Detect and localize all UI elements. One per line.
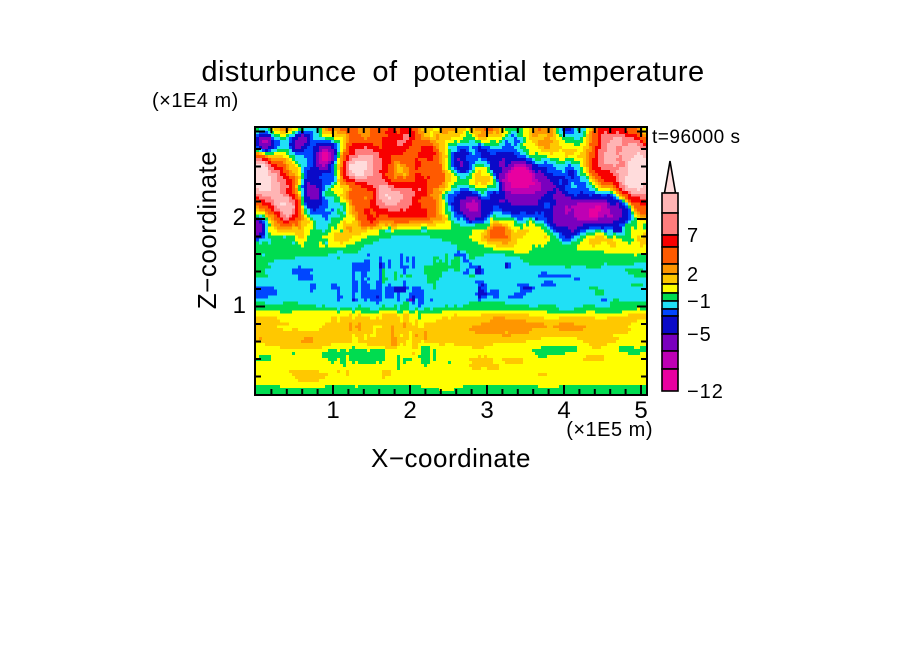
tick-marks bbox=[256, 128, 646, 394]
chart-title: disturbunce of potential temperature bbox=[201, 56, 705, 88]
x-tick-label: 3 bbox=[480, 397, 494, 424]
colorbar-arrow bbox=[663, 160, 677, 194]
colorbar-segment bbox=[661, 234, 679, 248]
x-tick-label: 5 bbox=[634, 397, 648, 424]
colorbar-segment bbox=[661, 283, 679, 294]
colorbar-segment bbox=[661, 308, 679, 317]
colorbar-segment bbox=[661, 292, 679, 302]
z-axis-unit: (×1E4 m) bbox=[152, 90, 239, 112]
plot-area bbox=[254, 126, 648, 396]
colorbar-label: 7 bbox=[687, 225, 699, 247]
colorbar-segment bbox=[661, 350, 679, 370]
colorbar-segment bbox=[661, 192, 679, 214]
colorbar-label: 2 bbox=[687, 264, 699, 286]
colorbar-segment bbox=[661, 212, 679, 236]
z-tick-label: 1 bbox=[232, 291, 246, 319]
colorbar-segment bbox=[661, 368, 679, 392]
colorbar-segment bbox=[661, 300, 679, 310]
axis-ticks bbox=[256, 128, 646, 394]
colorbar-segment bbox=[661, 333, 679, 352]
z-axis-label: Z−coordinate bbox=[192, 150, 222, 310]
colorbar: 7 2 −1 −5 −12 bbox=[661, 160, 724, 403]
x-axis-unit: (×1E5 m) bbox=[566, 419, 653, 441]
colorbar-label: −5 bbox=[687, 324, 712, 346]
colorbar-label: −1 bbox=[687, 291, 712, 313]
x-axis-label: X−coordinate bbox=[371, 443, 531, 473]
contour-canvas bbox=[256, 128, 646, 394]
x-tick-label: 2 bbox=[403, 397, 417, 424]
colorbar-segment bbox=[661, 263, 679, 275]
x-tick-label: 4 bbox=[557, 397, 571, 424]
time-annotation: t=96000 s bbox=[652, 127, 741, 148]
colorbar-segment bbox=[661, 315, 679, 335]
colorbar-segment bbox=[661, 246, 679, 265]
x-tick-label: 1 bbox=[326, 397, 340, 424]
colorbar-label: −12 bbox=[687, 381, 724, 403]
z-tick-label: 2 bbox=[232, 204, 246, 231]
colorbar-segment bbox=[661, 273, 679, 285]
